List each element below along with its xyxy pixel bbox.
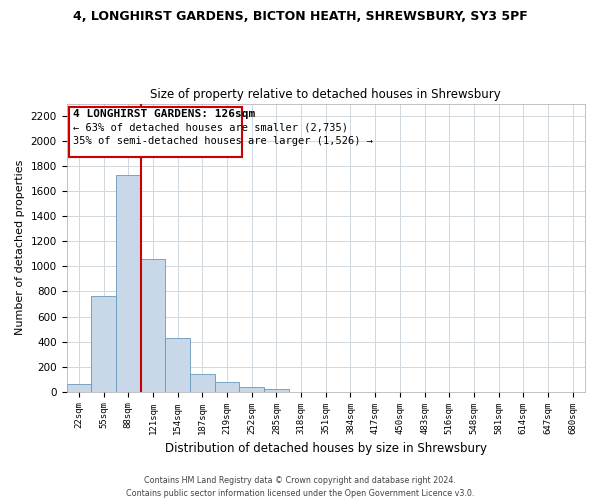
Text: 4 LONGHIRST GARDENS: 126sqm: 4 LONGHIRST GARDENS: 126sqm [73, 109, 255, 119]
Text: 4, LONGHIRST GARDENS, BICTON HEATH, SHREWSBURY, SY3 5PF: 4, LONGHIRST GARDENS, BICTON HEATH, SHRE… [73, 10, 527, 23]
Bar [140, 259, 165, 392]
X-axis label: Distribution of detached houses by size in Shrewsbury: Distribution of detached houses by size … [165, 442, 487, 455]
Text: Contains HM Land Registry data © Crown copyright and database right 2024.
Contai: Contains HM Land Registry data © Crown c… [126, 476, 474, 498]
FancyBboxPatch shape [69, 108, 242, 157]
Bar [264, 388, 289, 392]
Bar [116, 175, 140, 392]
Y-axis label: Number of detached properties: Number of detached properties [15, 160, 25, 336]
Title: Size of property relative to detached houses in Shrewsbury: Size of property relative to detached ho… [151, 88, 501, 101]
Bar [91, 296, 116, 392]
Bar [190, 374, 215, 392]
Bar [215, 382, 239, 392]
Bar [165, 338, 190, 392]
Text: 35% of semi-detached houses are larger (1,526) →: 35% of semi-detached houses are larger (… [73, 136, 373, 146]
Text: ← 63% of detached houses are smaller (2,735): ← 63% of detached houses are smaller (2,… [73, 122, 348, 132]
Bar [239, 386, 264, 392]
Bar [67, 384, 91, 392]
